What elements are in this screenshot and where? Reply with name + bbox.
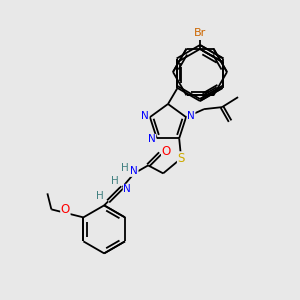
- Text: O: O: [161, 145, 171, 158]
- Text: N: N: [123, 184, 131, 194]
- Text: O: O: [61, 203, 70, 216]
- Text: N: N: [187, 111, 195, 121]
- Text: H: H: [96, 191, 104, 201]
- Text: N: N: [148, 134, 156, 144]
- Text: S: S: [178, 152, 185, 165]
- Text: N: N: [141, 111, 149, 121]
- Text: H: H: [111, 176, 119, 186]
- Text: H: H: [121, 164, 129, 173]
- Text: N: N: [130, 167, 138, 176]
- Text: Br: Br: [194, 28, 206, 38]
